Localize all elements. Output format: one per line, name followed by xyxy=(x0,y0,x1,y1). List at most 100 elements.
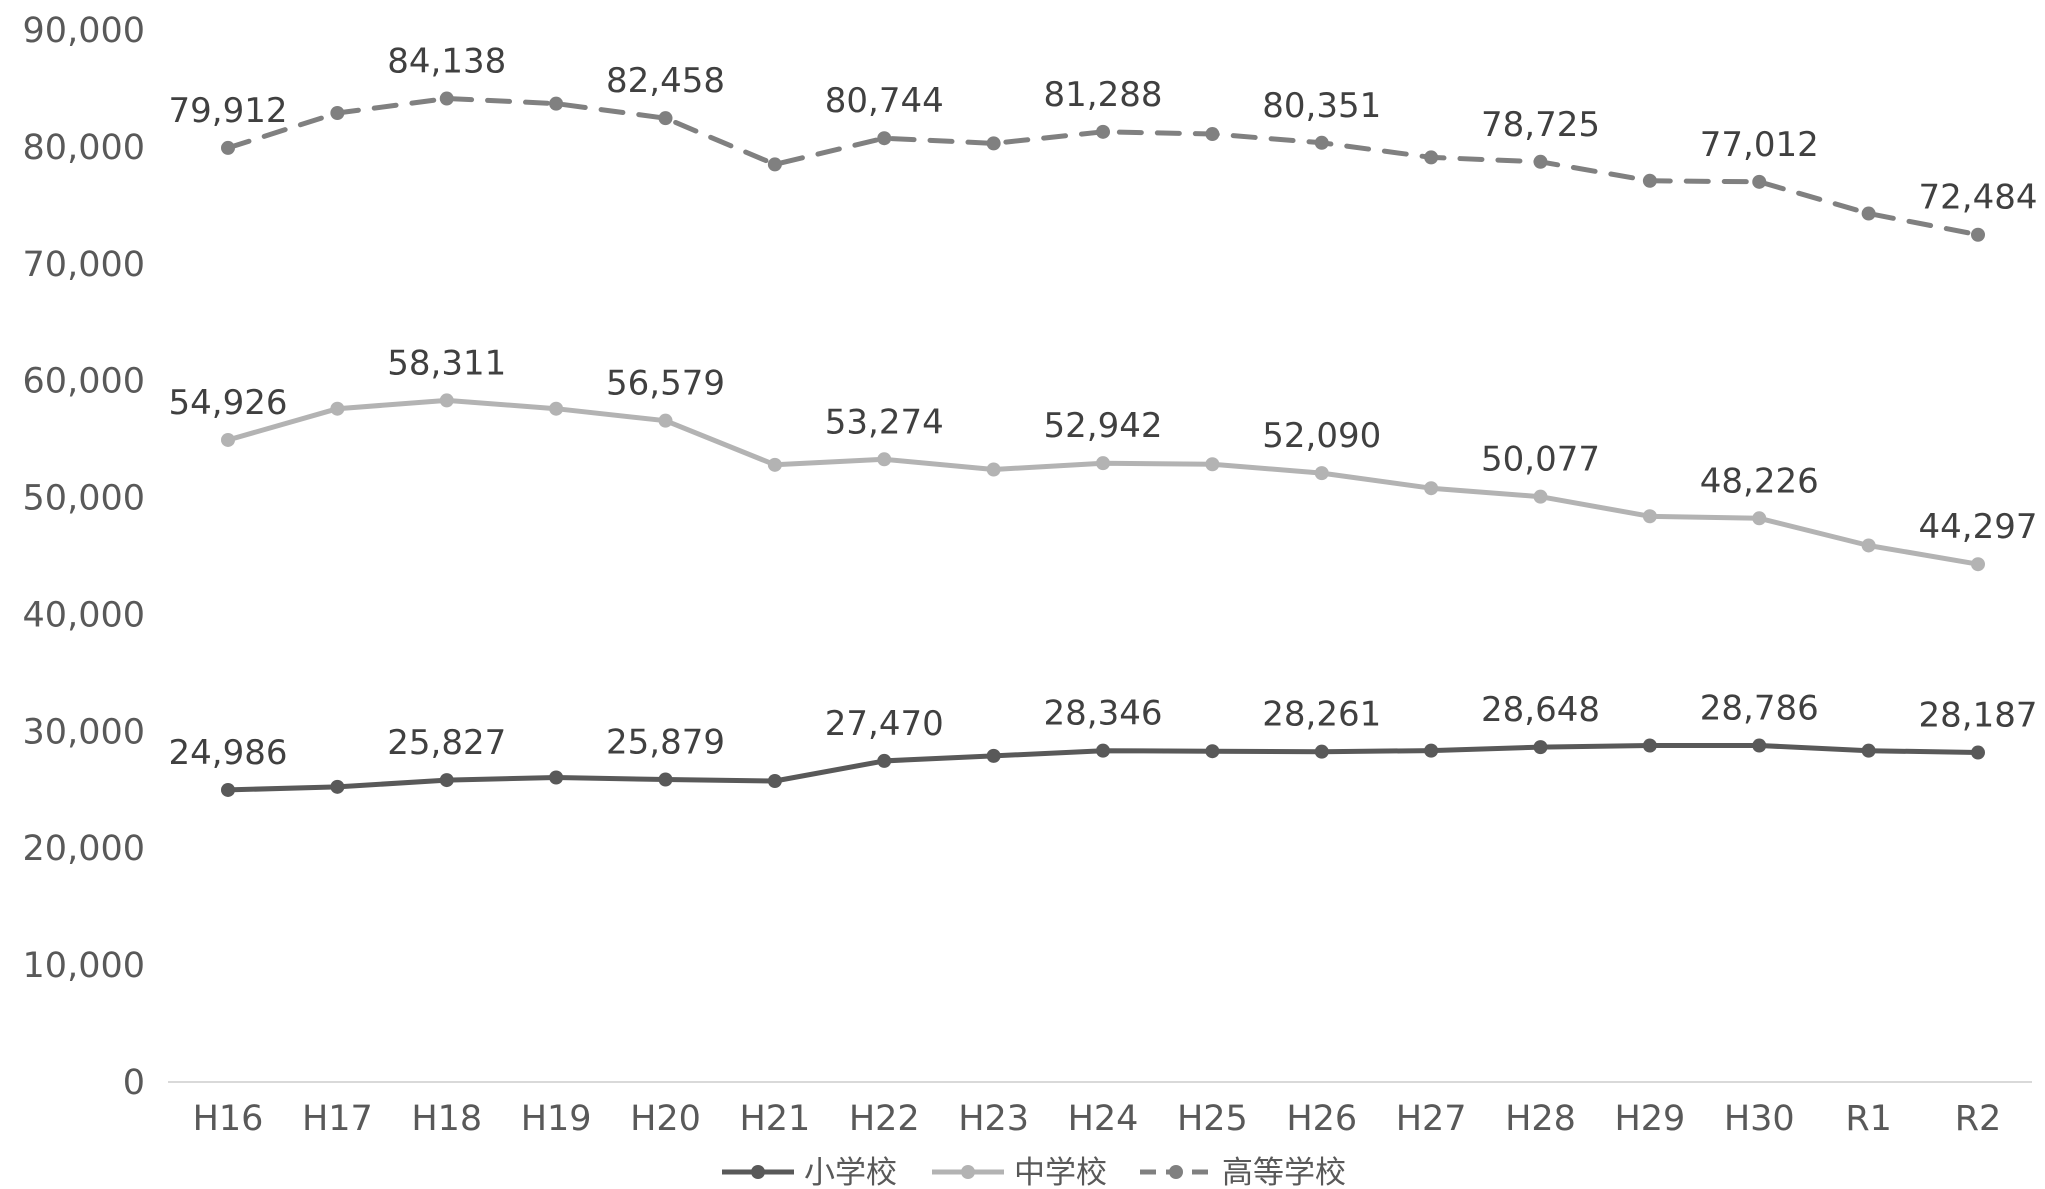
series-point-1 xyxy=(986,462,1001,477)
axis-layer: 0 10,000 20,000 30,000 40,000 50,000 60,000 70,… xyxy=(23,11,2032,1139)
data-label: 24,986 xyxy=(169,733,288,773)
series-point-2 xyxy=(330,105,345,120)
data-label: 28,261 xyxy=(1262,695,1381,735)
series-point-1 xyxy=(658,413,673,428)
series-line-2 xyxy=(225,96,1981,238)
x-tick-label: H17 xyxy=(302,1099,373,1139)
x-tick-label: H20 xyxy=(630,1099,701,1139)
x-tick-label: H29 xyxy=(1614,1099,1685,1139)
data-label: 50,077 xyxy=(1481,440,1600,480)
legend-swatch-marker xyxy=(961,1165,975,1179)
data-label: 58,311 xyxy=(387,343,506,383)
x-tick-label: H21 xyxy=(739,1099,810,1139)
x-tick-label: H26 xyxy=(1286,1099,1357,1139)
y-tick-label: 0 xyxy=(123,1063,145,1103)
series-point-0 xyxy=(658,772,673,787)
data-label: 81,288 xyxy=(1044,75,1163,115)
series-point-2 xyxy=(1205,127,1220,142)
series-point-2 xyxy=(767,157,782,172)
series-layer xyxy=(221,91,1985,797)
series-point-1 xyxy=(439,393,454,408)
series-point-1 xyxy=(1424,481,1439,496)
series-point-0 xyxy=(877,753,892,768)
data-label-layer: 24,986 25,827 25,879 27,470 28,346 28,261 28,6… xyxy=(169,42,2038,773)
series-point-0 xyxy=(1752,738,1767,753)
series-point-0 xyxy=(1096,743,1110,758)
series-point-2 xyxy=(1971,227,1985,242)
data-label: 77,012 xyxy=(1700,125,1819,165)
data-label: 25,827 xyxy=(387,723,506,763)
x-tick-label: H19 xyxy=(521,1099,592,1139)
y-tick-label: 20,000 xyxy=(23,829,145,869)
x-tick-label: H27 xyxy=(1396,1099,1467,1139)
series-point-0 xyxy=(330,779,345,794)
data-label: 28,648 xyxy=(1481,690,1600,730)
y-tick-label: 40,000 xyxy=(23,595,145,635)
y-tick-label: 90,000 xyxy=(23,11,145,51)
legend-label: 小学校 xyxy=(804,1155,897,1189)
y-tick-label: 80,000 xyxy=(23,128,145,168)
series-point-2 xyxy=(1314,135,1329,150)
series-point-1 xyxy=(1205,457,1220,472)
x-tick-label: R2 xyxy=(1955,1099,2002,1139)
series-point-1 xyxy=(1971,557,1985,572)
series-point-2 xyxy=(1752,174,1767,189)
data-label: 44,297 xyxy=(1919,507,2038,547)
series-point-0 xyxy=(549,770,564,785)
x-tick-label: H30 xyxy=(1724,1099,1795,1139)
series-point-2 xyxy=(986,136,1001,151)
series-point-2 xyxy=(1533,154,1548,169)
series-point-2 xyxy=(877,131,892,146)
series-point-0 xyxy=(1642,738,1657,753)
series-point-2 xyxy=(1424,150,1439,165)
y-tick-label: 10,000 xyxy=(23,946,145,986)
series-point-1 xyxy=(877,452,892,467)
legend-swatch-marker xyxy=(1169,1165,1183,1179)
data-label: 28,187 xyxy=(1919,696,2038,736)
series-point-1 xyxy=(1314,466,1329,481)
data-label: 72,484 xyxy=(1919,178,2038,218)
x-tick-label: H25 xyxy=(1177,1099,1248,1139)
legend: 小学校 中学校 高等学校 xyxy=(722,1155,1346,1189)
data-label: 53,274 xyxy=(825,402,944,442)
y-tick-label: 70,000 xyxy=(23,245,145,285)
series-point-0 xyxy=(1314,744,1329,759)
data-label: 25,879 xyxy=(606,723,725,763)
data-label: 52,942 xyxy=(1044,406,1163,446)
series-point-1 xyxy=(549,401,564,416)
x-tick-label: R1 xyxy=(1845,1099,1892,1139)
series-point-0 xyxy=(221,782,235,797)
series-point-2 xyxy=(1861,206,1876,221)
data-label: 78,725 xyxy=(1481,105,1600,145)
series-point-2 xyxy=(1642,173,1657,188)
series-point-1 xyxy=(767,457,782,472)
series-point-1 xyxy=(1861,538,1876,553)
series-point-0 xyxy=(439,773,454,788)
y-tick-label: 50,000 xyxy=(23,479,145,519)
x-tick-label: H18 xyxy=(411,1099,482,1139)
data-label: 54,926 xyxy=(169,383,288,423)
data-label: 27,470 xyxy=(825,704,944,744)
legend-swatch-marker xyxy=(751,1165,765,1179)
data-label: 82,458 xyxy=(606,61,725,101)
series-point-1 xyxy=(1752,511,1767,526)
series-point-1 xyxy=(1096,456,1110,471)
x-tick-label: H23 xyxy=(958,1099,1029,1139)
series-point-0 xyxy=(986,748,1001,763)
x-tick-label: H22 xyxy=(849,1099,920,1139)
series-point-2 xyxy=(221,140,235,155)
data-label: 48,226 xyxy=(1700,461,1819,501)
data-label: 28,346 xyxy=(1044,694,1163,734)
series-point-0 xyxy=(1424,743,1439,758)
data-label: 80,351 xyxy=(1262,86,1381,126)
series-point-2 xyxy=(1096,124,1110,139)
data-label: 84,138 xyxy=(387,42,506,82)
series-point-0 xyxy=(1861,743,1876,758)
data-label: 56,579 xyxy=(606,364,725,404)
data-label: 28,786 xyxy=(1700,689,1819,729)
series-point-2 xyxy=(439,91,454,106)
x-tick-label: H28 xyxy=(1505,1099,1576,1139)
data-label: 52,090 xyxy=(1262,416,1381,456)
